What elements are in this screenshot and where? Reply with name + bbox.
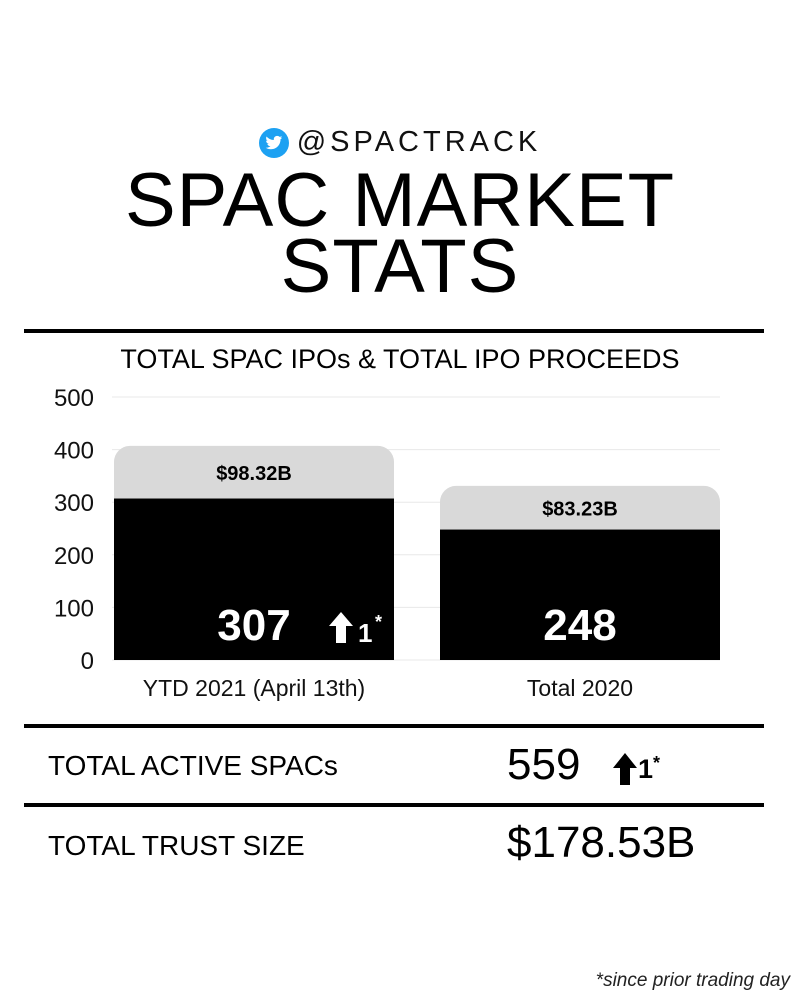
trust-size-value: $178.53B [507,818,696,867]
bar-value-label: 307 [217,601,290,650]
change-label: 1 [358,618,372,648]
active-spacs-change-value: 1 [638,753,654,784]
handle-text: @SPACTRACK [296,126,542,158]
page-title: SPAC MARKET STATS [0,158,800,309]
y-tick-label: 200 [54,543,94,570]
change-marker: * [375,612,382,632]
proceeds-label: $98.32B [216,463,292,485]
bar-value-label: 248 [543,601,616,650]
y-tick-label: 100 [54,595,94,622]
y-tick-label: 0 [81,648,94,675]
divider-middle [24,724,764,728]
twitter-icon [258,127,289,158]
count-bar [114,498,394,660]
divider-top [24,329,764,333]
y-tick-label: 400 [54,438,94,465]
active-spacs-change: 1 * [612,752,660,786]
x-category-label: YTD 2021 (April 13th) [143,675,365,701]
title-line-1: SPAC MARKET [124,158,676,243]
x-category-label: Total 2020 [527,675,633,701]
proceeds-label: $83.23B [542,499,618,521]
active-spacs-label: TOTAL ACTIVE SPACs [48,750,338,781]
active-spacs-change-marker: * [653,752,661,773]
footnote: *since prior trading day [595,970,790,991]
twitter-handle: @SPACTRACK [0,126,800,159]
title-line-2: STATS [280,224,520,309]
arrow-up-icon [329,612,353,643]
arrow-up-icon [613,753,637,785]
chart-title: TOTAL SPAC IPOs & TOTAL IPO PROCEEDS [120,344,680,374]
active-spacs-value: 559 [507,740,581,789]
divider-bottom [24,803,764,807]
count-bar [440,529,720,660]
trust-size-label: TOTAL TRUST SIZE [48,830,305,861]
bar-chart: 0 100 200 300 400 500 $98.32B 307 1 * YTD 2021 (Ap… [54,385,720,701]
y-tick-label: 300 [54,490,94,517]
y-tick-label: 500 [54,385,94,412]
